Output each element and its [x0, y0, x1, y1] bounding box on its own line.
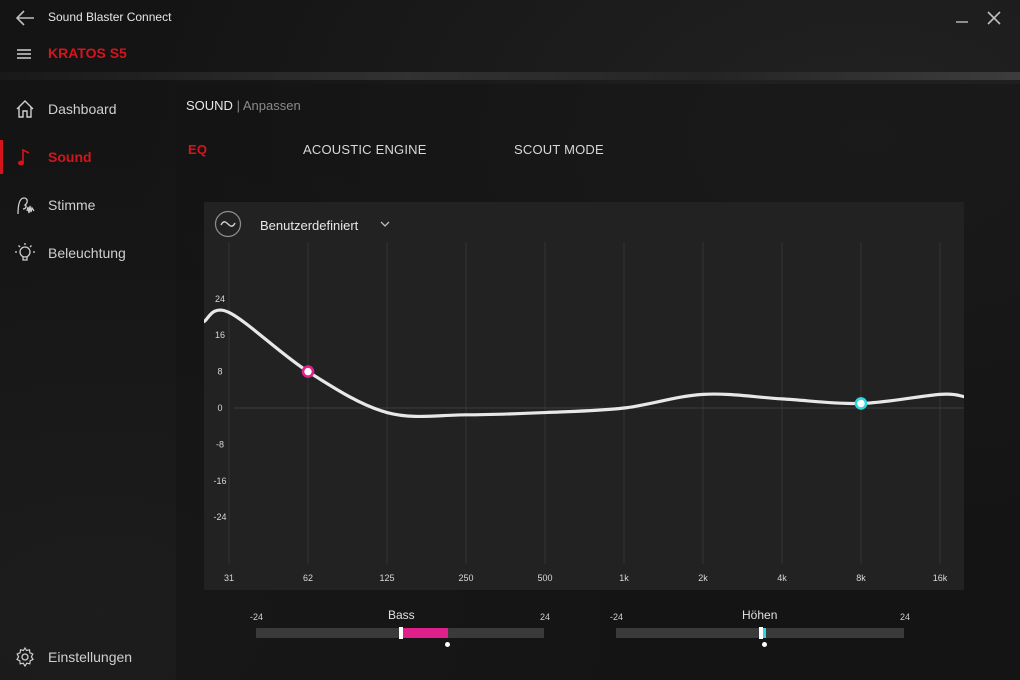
- eq-y-tick-label: 0: [217, 403, 222, 413]
- bass-slider-fill: [400, 628, 448, 638]
- sidebar-item-stimme[interactable]: Stimme: [0, 184, 176, 224]
- gear-icon: [16, 646, 34, 668]
- main-content: SOUND | Anpassen EQ ACOUSTIC ENGINE SCOU…: [176, 84, 1020, 680]
- hamburger-menu-icon[interactable]: [14, 46, 34, 62]
- eq-x-tick-label: 8k: [856, 573, 866, 583]
- breadcrumb-sub: Anpassen: [242, 98, 301, 113]
- eq-x-tick-label: 500: [537, 573, 552, 583]
- preset-dropdown[interactable]: Benutzerdefiniert: [260, 218, 359, 233]
- treble-slider[interactable]: [616, 627, 904, 639]
- eq-y-tick-label: -24: [213, 512, 226, 522]
- eq-x-tick-label: 31: [224, 573, 234, 583]
- eq-y-tick-label: -16: [213, 476, 226, 486]
- treble-max-label: 24: [900, 612, 911, 622]
- breadcrumb-separator: |: [236, 98, 240, 113]
- music-note-icon: [18, 148, 30, 166]
- bass-slider-thumb[interactable]: [399, 627, 403, 639]
- sidebar: Dashboard Sound Stimme Beleuchtung Einst…: [0, 84, 176, 680]
- sidebar-item-label: Stimme: [48, 197, 96, 213]
- eq-x-tick-label: 250: [458, 573, 473, 583]
- minimize-icon[interactable]: [950, 6, 974, 30]
- sidebar-item-sound[interactable]: Sound: [0, 136, 176, 176]
- treble-slider-thumb[interactable]: [759, 627, 763, 639]
- breadcrumb-main: SOUND: [186, 98, 233, 113]
- sidebar-item-label: Sound: [48, 149, 92, 165]
- bass-handle[interactable]: [301, 365, 315, 378]
- bass-label: Bass: [388, 608, 415, 622]
- eq-x-tick-label: 4k: [777, 573, 787, 583]
- device-name: KRATOS S5: [48, 45, 127, 61]
- device-bar: KRATOS S5: [0, 36, 1020, 72]
- eq-x-axis: 31 62 125 250 500 1k 2k 4k 8k 16k: [224, 573, 948, 583]
- bass-min-label: -24: [250, 612, 264, 622]
- title-bar: Sound Blaster Connect: [0, 0, 1020, 36]
- settings-label: Einstellungen: [48, 649, 133, 665]
- sidebar-item-dashboard[interactable]: Dashboard: [0, 88, 176, 128]
- eq-y-tick-label: 24: [215, 294, 225, 304]
- sidebar-item-settings[interactable]: Einstellungen: [0, 636, 176, 676]
- eq-grid: [228, 242, 964, 564]
- bass-max-label: 24: [540, 612, 551, 622]
- app-title: Sound Blaster Connect: [48, 10, 172, 24]
- eq-x-tick-label: 62: [303, 573, 313, 583]
- treble-slider-group: -24 Höhen 24: [610, 606, 910, 654]
- eq-curve[interactable]: [204, 308, 964, 419]
- eq-graph[interactable]: 24 16 8 0 -8 -16 -24 31 62 125 250 500 1k 2k 4k 8k 16k: [204, 242, 964, 590]
- bass-slider-group: -24 Bass 24: [250, 606, 550, 654]
- eq-panel: Benutzerdefiniert 24 16 8 0 -8 -16 -24 31 62 125…: [204, 202, 964, 590]
- sidebar-item-label: Dashboard: [48, 101, 117, 117]
- eq-y-tick-label: 16: [215, 330, 225, 340]
- eq-x-tick-label: 1k: [619, 573, 629, 583]
- lightbulb-icon: [15, 243, 35, 261]
- treble-label: Höhen: [742, 608, 778, 622]
- bass-center-dot: [445, 642, 450, 647]
- chevron-down-icon[interactable]: [380, 220, 390, 228]
- voice-icon: [17, 197, 35, 215]
- treble-slider-fill: [760, 628, 766, 638]
- eq-x-tick-label: 125: [379, 573, 394, 583]
- back-arrow-icon[interactable]: [14, 8, 36, 28]
- close-icon[interactable]: [982, 6, 1006, 30]
- breadcrumb: SOUND | Anpassen: [186, 98, 301, 113]
- tab-scout-mode[interactable]: SCOUT MODE: [514, 142, 604, 157]
- treble-handle[interactable]: [854, 397, 868, 410]
- tab-acoustic-engine[interactable]: ACOUSTIC ENGINE: [303, 142, 427, 157]
- eq-y-tick-label: 8: [217, 367, 222, 377]
- eq-x-tick-label: 16k: [933, 573, 948, 583]
- treble-min-label: -24: [610, 612, 624, 622]
- sidebar-item-beleuchtung[interactable]: Beleuchtung: [0, 232, 176, 272]
- eq-x-tick-label: 2k: [698, 573, 708, 583]
- bass-slider[interactable]: [256, 627, 544, 639]
- eq-y-tick-label: -8: [216, 439, 224, 449]
- home-icon: [16, 100, 34, 118]
- treble-center-dot: [762, 642, 767, 647]
- active-indicator: [0, 140, 3, 174]
- wave-icon[interactable]: [214, 210, 242, 238]
- eq-y-axis: 24 16 8 0 -8 -16 -24: [213, 294, 226, 522]
- header-divider: [0, 72, 1020, 80]
- sidebar-item-label: Beleuchtung: [48, 245, 126, 261]
- tab-eq[interactable]: EQ: [188, 142, 208, 157]
- tab-bar: EQ ACOUSTIC ENGINE SCOUT MODE: [176, 130, 1020, 170]
